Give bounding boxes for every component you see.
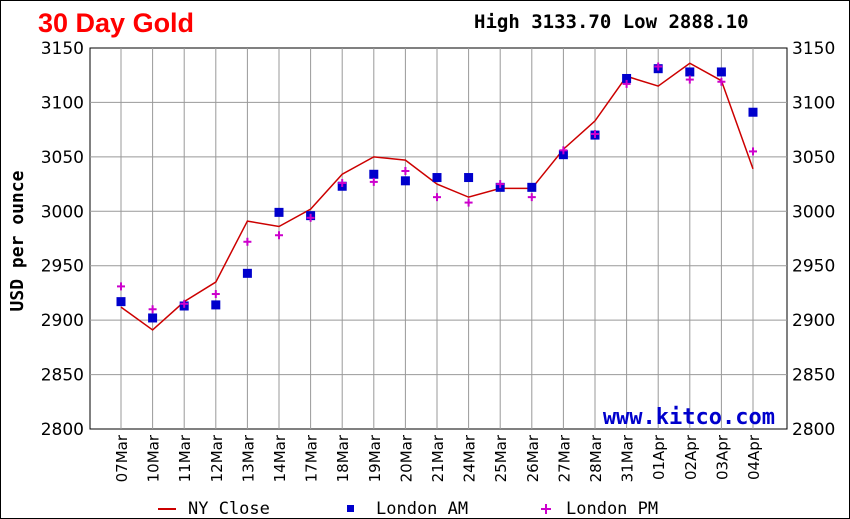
y-tick-label-right: 2800: [792, 420, 835, 440]
x-tick-label: 24Mar: [461, 434, 479, 482]
y-axis-label: USD per ounce: [7, 170, 28, 311]
y-tick-label-left: 3100: [41, 93, 84, 113]
y-tick-label-left: 3000: [41, 202, 84, 222]
london-am-point: [242, 268, 252, 278]
london-am-point: [622, 73, 632, 83]
london-pm-point: [622, 79, 631, 88]
grid: [90, 48, 787, 429]
x-tick-label: 28Mar: [587, 434, 605, 482]
london-pm-point: [685, 75, 694, 84]
x-tick-label: 10Mar: [145, 434, 163, 482]
y-tick-label-right: 2950: [792, 257, 835, 277]
london-pm-point: [180, 299, 189, 308]
london-am-point: [369, 169, 379, 179]
london-am-point: [116, 297, 126, 307]
london-pm-point: [306, 213, 315, 222]
legend-london-pm-swatch: [541, 504, 551, 514]
legend-ny-close-label: NY Close: [188, 499, 270, 519]
legend-london-pm-label: London PM: [566, 499, 658, 519]
london-am-point: [685, 67, 695, 77]
x-tick-label: 20Mar: [397, 434, 415, 482]
x-tick-label: 03Apr: [713, 434, 731, 480]
london-am-point: [274, 207, 284, 217]
y-tick-label-left: 2900: [41, 311, 84, 331]
y-tick-label-left: 2850: [41, 366, 84, 386]
london-pm-point: [338, 178, 347, 187]
x-tick-label: 12Mar: [208, 434, 226, 482]
london-pm-point: [117, 282, 125, 291]
legend-london-am-label: London AM: [376, 499, 468, 519]
chart-title: 30 Day Gold: [38, 8, 194, 38]
y-tick-label-left: 2950: [41, 257, 84, 277]
x-tick-label: 14Mar: [271, 434, 289, 482]
london-am-point: [558, 150, 568, 160]
london-pm-point: [717, 77, 726, 86]
x-tick-label: 17Mar: [303, 434, 321, 482]
y-ticks-right: 3150 3100 3050 3000 2950 2900 2850 2800: [792, 39, 835, 440]
london-pm-point: [654, 62, 663, 71]
series-ny-close-line: [120, 62, 754, 331]
london-am-point: [400, 176, 410, 186]
x-tick-label: 11Mar: [176, 434, 194, 482]
x-tick-label: 04Apr: [745, 434, 763, 480]
y-tick-label-left: 2800: [41, 420, 84, 440]
high-low-readout: High 3133.70 Low 2888.10: [474, 11, 749, 33]
london-pm-point: [243, 237, 252, 246]
london-pm-point: [369, 177, 378, 186]
x-tick-label: 26Mar: [524, 434, 542, 482]
x-ticks: 07Mar 10Mar 11Mar 12Mar 13Mar 14Mar 17Mar 18Mar…: [113, 434, 763, 482]
london-pm-point: [749, 147, 757, 156]
x-tick-label: 19Mar: [366, 434, 384, 482]
x-tick-label: 13Mar: [239, 434, 257, 482]
y-tick-label-right: 2850: [792, 366, 835, 386]
x-tick-label: 18Mar: [334, 434, 352, 482]
kitco-watermark: www.kitco.com: [603, 405, 775, 430]
london-am-point: [148, 313, 158, 323]
series: [116, 62, 758, 331]
london-am-point: [211, 300, 221, 310]
london-am-point: [748, 107, 758, 117]
london-am-point: [432, 173, 442, 183]
london-pm-point: [433, 193, 441, 202]
y-tick-label-right: 3100: [792, 93, 835, 113]
london-pm-point: [148, 305, 157, 314]
y-tick-label-right: 3150: [792, 39, 835, 59]
legend-london-am-swatch: [347, 505, 354, 512]
y-ticks-left: 3150 3100 3050 3000 2950 2900 2850 2800: [41, 39, 84, 440]
y-tick-label-right: 3050: [792, 148, 835, 168]
y-tick-label-right: 3000: [792, 202, 835, 222]
london-pm-point: [464, 198, 473, 207]
y-tick-label-left: 3150: [41, 39, 84, 59]
london-am-point: [464, 173, 474, 183]
x-tick-label: 02Apr: [682, 434, 700, 480]
x-tick-label: 27Mar: [555, 434, 573, 482]
x-tick-label: 21Mar: [429, 434, 447, 482]
plot-area: [89, 47, 788, 430]
x-tick-label: 25Mar: [492, 434, 510, 482]
london-pm-point: [496, 180, 505, 189]
y-tick-label-right: 2900: [792, 311, 835, 331]
london-pm-point: [275, 231, 283, 240]
london-am-point: [716, 67, 726, 77]
london-pm-point: [527, 193, 536, 202]
london-pm-point: [591, 129, 599, 138]
london-am-point: [527, 182, 537, 192]
legend: NY Close London AM London PM: [158, 499, 658, 519]
x-tick-label: 31Mar: [619, 434, 637, 482]
london-pm-point: [559, 146, 568, 155]
london-pm-point: [401, 167, 410, 176]
x-tick-label: 01Apr: [650, 434, 668, 480]
london-pm-point: [211, 290, 220, 299]
x-tick-label: 07Mar: [113, 434, 131, 482]
y-tick-label-left: 3050: [41, 148, 84, 168]
